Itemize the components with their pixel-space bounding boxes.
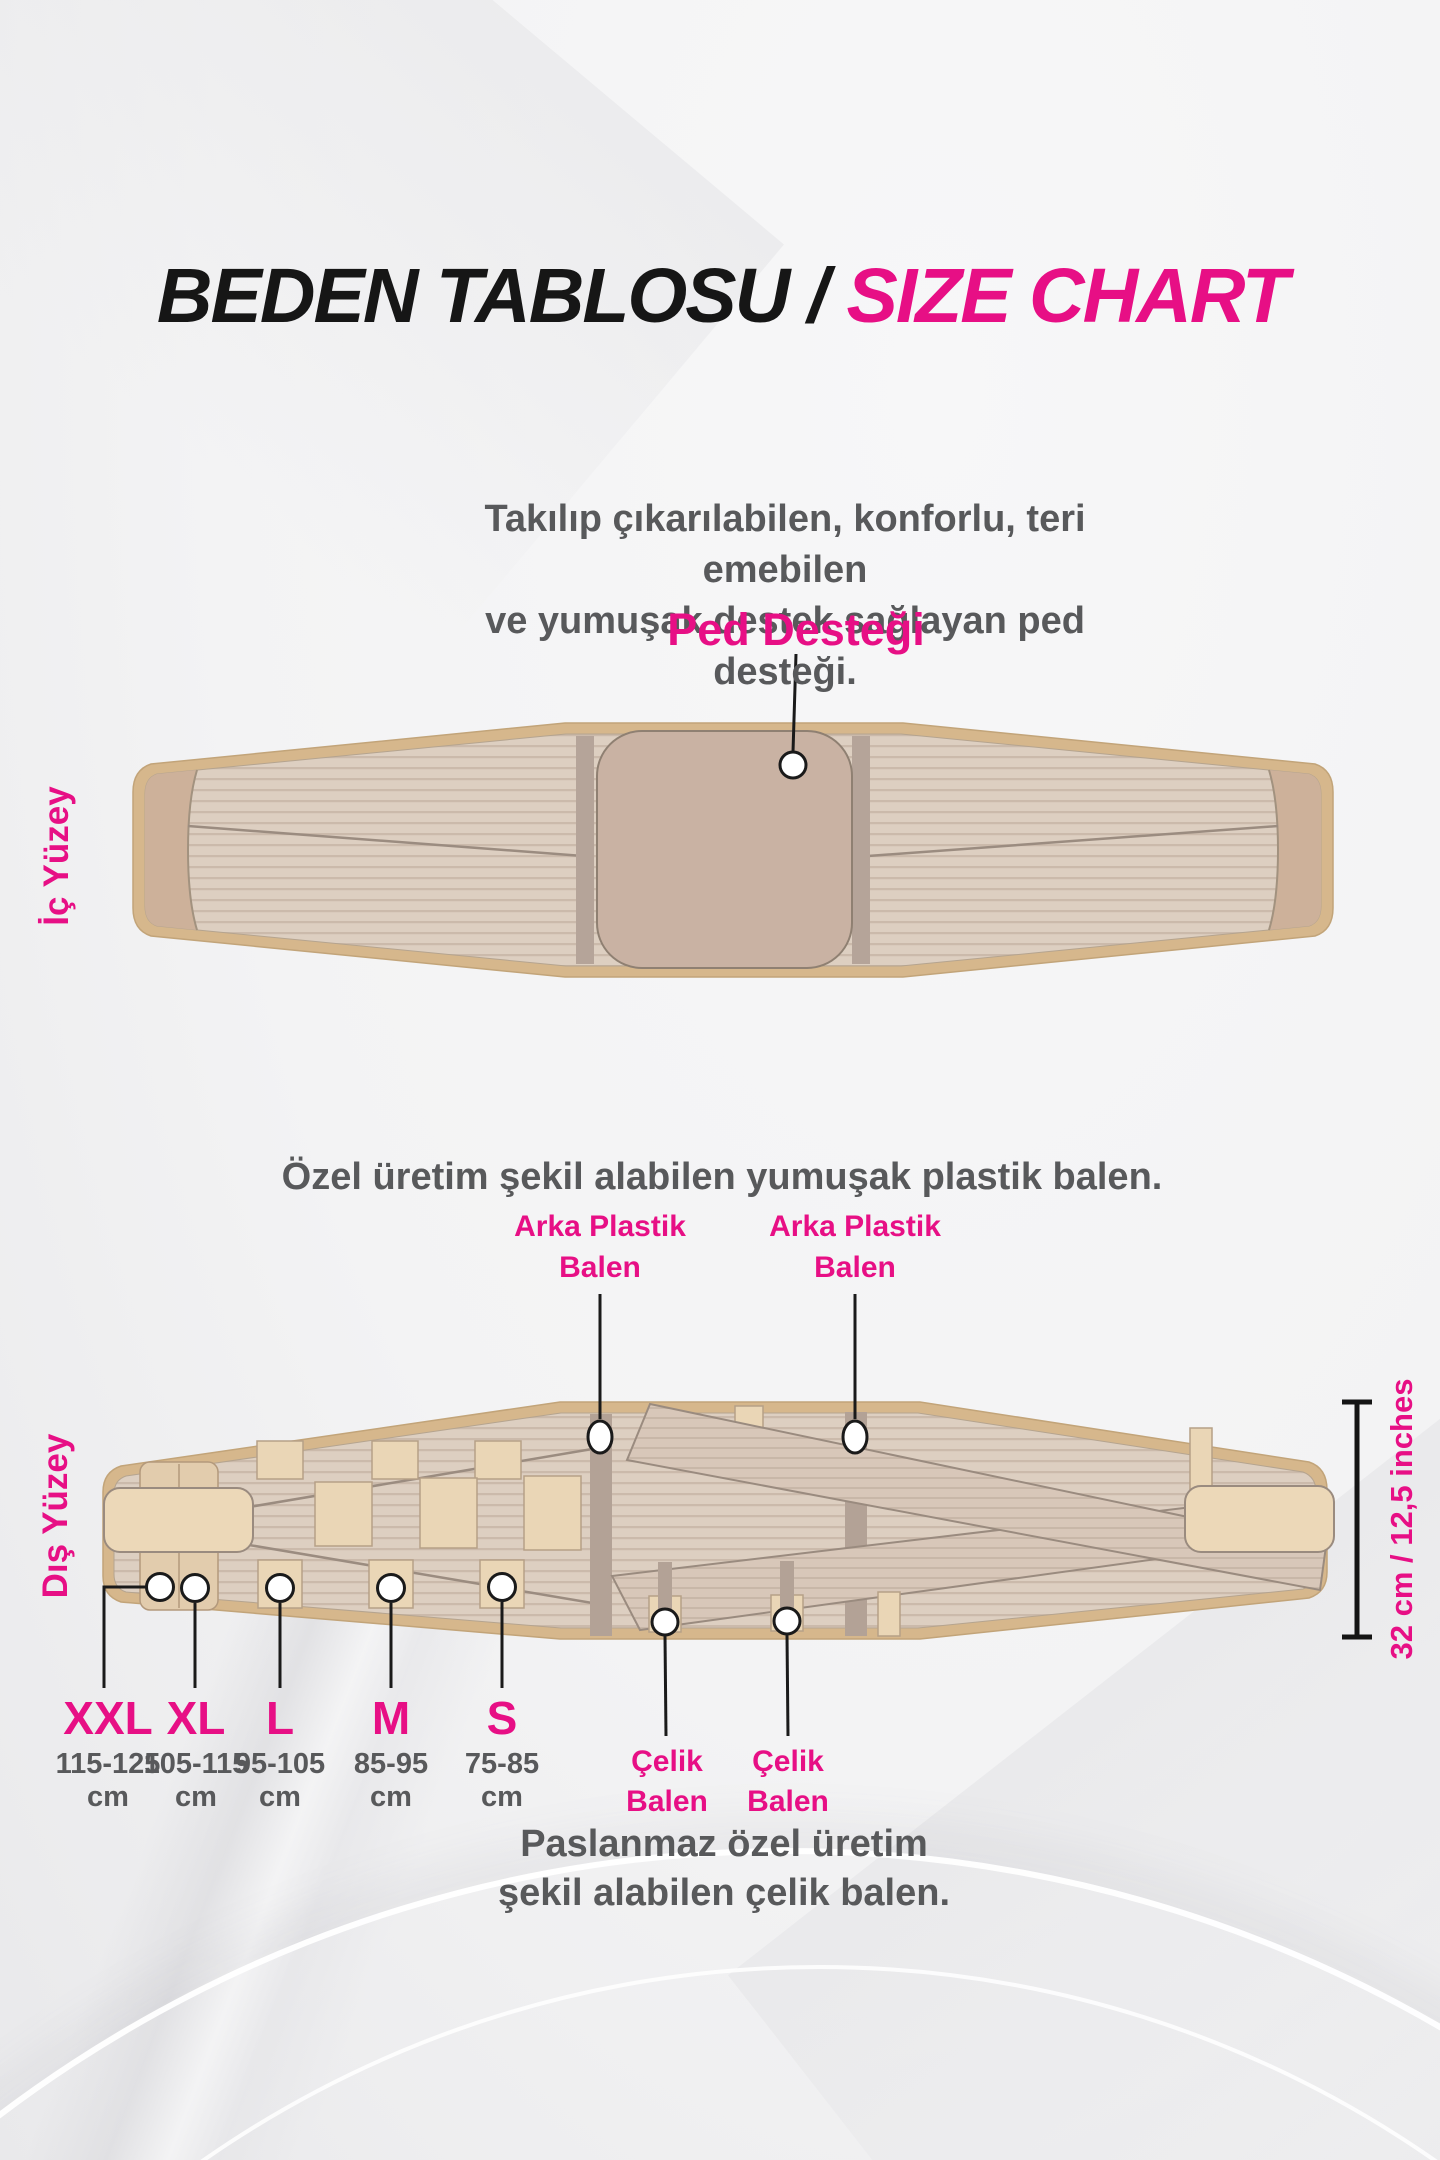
plastic-balen-description: Özel üretim şekil alabilen yumuşak plast… (281, 1156, 1163, 1198)
steel-balen-label-1-line2: Balen (626, 1785, 708, 1818)
steel-balen-description: Paslanmaz özel üretim şekil alabilen çel… (498, 1820, 950, 1918)
steel-balen-description-line1: Paslanmaz özel üretim (520, 1823, 928, 1865)
arka-balen-marker-1 (586, 1419, 614, 1455)
steel-balen-label-1: Çelik Balen (626, 1742, 708, 1822)
celik-balen-marker-1 (650, 1607, 680, 1637)
page-title-black: BEDEN TABLOSU / (156, 253, 829, 339)
size-m-marker (376, 1573, 406, 1603)
steel-balen-description-line2: şekil alabilen çelik balen. (497, 1872, 951, 1914)
size-range: 95-105 cm (234, 1748, 326, 1813)
size-range: 85-95 cm (353, 1748, 429, 1813)
size-label: S (486, 1692, 518, 1744)
belt2-elastic-tabs (256, 1405, 1213, 1551)
size-xxl-marker (145, 1572, 175, 1602)
page-title: BEDEN TABLOSU / SIZE CHART (156, 252, 1289, 341)
plastic-balen-label-2: Arka Plastik Balen (769, 1206, 941, 1288)
belt1-right-cap (1269, 770, 1321, 930)
arka-balen-marker-2 (841, 1419, 869, 1455)
size-column-m: M 85-95 cm (354, 1694, 428, 1814)
belt1-right-seam (867, 824, 1279, 858)
size-xl-marker (180, 1573, 210, 1603)
celik-balen-leader-line-2 (785, 1634, 790, 1737)
height-dimension-bracket (1342, 1399, 1372, 1640)
pad-description-line1: Takılıp çıkarılabilen, konforlu, teri em… (484, 498, 1086, 591)
celik-balen-leader-line-1 (663, 1635, 668, 1737)
size-column-s: S 75-85 cm (465, 1694, 539, 1814)
size-range: 105-115 cm (143, 1748, 249, 1813)
size-s-marker (487, 1572, 517, 1602)
belt-outer-surface-illustration (102, 1401, 1335, 1640)
pad-support-label: Ped Desteği (667, 604, 925, 655)
plastic-balen-label-2-line1: Arka Plastik (769, 1210, 941, 1243)
steel-balen-label-2: Çelik Balen (747, 1742, 829, 1822)
size-label: L (265, 1692, 295, 1744)
inner-surface-side-label: İç Yüzey (37, 786, 76, 926)
belt2-right-strap-end (1184, 1485, 1335, 1553)
plastic-balen-label-1: Arka Plastik Balen (514, 1206, 686, 1288)
plastic-balen-label-1-line1: Arka Plastik (514, 1210, 686, 1243)
size-l-marker (265, 1573, 295, 1603)
celik-balen-marker-2 (772, 1606, 802, 1636)
ped-marker (778, 750, 808, 780)
size-range: 75-85 cm (464, 1748, 540, 1813)
plastic-balen-label-1-line2: Balen (559, 1251, 641, 1284)
belt1-right-balen-strip (852, 736, 870, 964)
steel-balen-label-1-line1: Çelik (631, 1745, 703, 1778)
size-label: XL (166, 1692, 226, 1744)
steel-balen-label-2-line1: Çelik (752, 1745, 824, 1778)
outer-surface-side-label: Dış Yüzey (36, 1433, 75, 1599)
belt-height-dimension-label: 32 cm / 12,5 inches (1384, 1378, 1419, 1660)
size-label: M (371, 1692, 411, 1744)
pad-description: Takılıp çıkarılabilen, konforlu, teri em… (458, 494, 1113, 698)
belt1-center-pad (596, 730, 853, 969)
size-column-xl: XL 105-115 cm (144, 1694, 249, 1814)
belt1-left-balen-strip (576, 736, 594, 964)
belt2-plastic-balen-strip-1 (590, 1414, 612, 1636)
steel-balen-label-2-line2: Balen (747, 1785, 829, 1818)
page-title-pink: SIZE CHART (827, 253, 1289, 339)
belt2-upper-seam (195, 1444, 611, 1518)
plastic-balen-label-2-line2: Balen (814, 1251, 896, 1284)
ped-leader-line (791, 653, 798, 753)
belt-inner-surface-illustration (132, 722, 1334, 978)
belt2-left-strap-end (103, 1487, 254, 1553)
size-column-l: L 95-105 cm (235, 1694, 325, 1814)
